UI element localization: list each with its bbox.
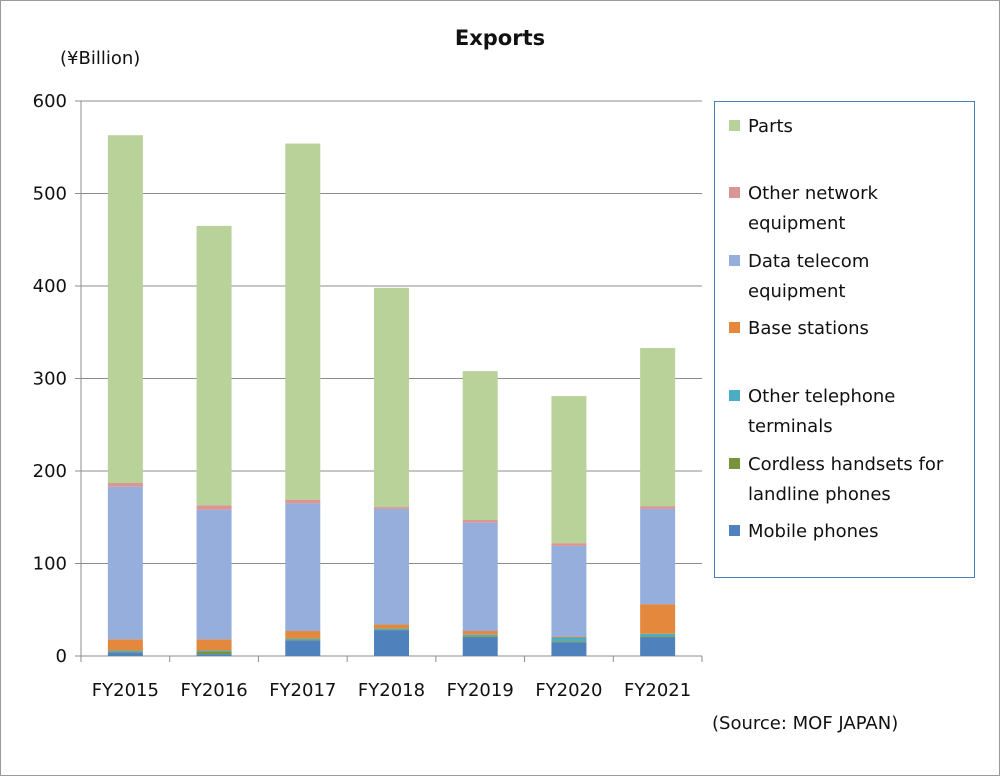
bar-segment-mobile-phones bbox=[462, 637, 498, 656]
legend-swatch bbox=[729, 390, 740, 401]
legend-item: Other telephone terminals bbox=[729, 382, 980, 442]
bar-segment-parts bbox=[196, 225, 232, 506]
bar-segment-other-network-equipment bbox=[462, 520, 498, 523]
bar-segment-mobile-phones bbox=[640, 637, 676, 656]
bar-segment-other-network-equipment bbox=[374, 507, 409, 509]
bar-segment-other-network-equipment bbox=[640, 506, 676, 509]
bar-segment-data-telecom-equipment bbox=[196, 509, 232, 640]
bar-segment-cordless-handsets-for-landline-phones bbox=[285, 639, 321, 641]
bar-segment-base-stations bbox=[107, 639, 143, 651]
bar-segment-data-telecom-equipment bbox=[285, 503, 321, 632]
source-note: (Source: MOF JAPAN) bbox=[712, 713, 899, 734]
bar-segment-base-stations bbox=[285, 631, 321, 639]
legend-label: Parts bbox=[748, 116, 793, 137]
legend-item: Data telecom equipment bbox=[729, 247, 980, 307]
legend-label: Base stations bbox=[748, 318, 869, 339]
bar-segment-other-network-equipment bbox=[551, 543, 587, 546]
x-tick-label: FY2019 bbox=[447, 680, 514, 701]
legend-label: Cordless handsets for landline phones bbox=[748, 454, 944, 505]
y-tick-label: 600 bbox=[33, 91, 67, 112]
bar-segment-data-telecom-equipment bbox=[551, 545, 587, 637]
legend-label: Data telecom equipment bbox=[748, 251, 870, 302]
x-tick-label: FY2015 bbox=[92, 680, 159, 701]
bar-segment-mobile-phones bbox=[374, 630, 409, 656]
y-tick-label: 200 bbox=[33, 461, 67, 482]
bar-segment-other-network-equipment bbox=[285, 499, 321, 504]
x-tick-label: FY2021 bbox=[624, 680, 691, 701]
bar-segment-base-stations bbox=[551, 636, 587, 638]
x-tick-label: FY2017 bbox=[269, 680, 336, 701]
y-tick-label: 400 bbox=[33, 276, 67, 297]
y-axis-unit-label: (¥Billion) bbox=[60, 48, 141, 69]
x-tick-label: FY2020 bbox=[535, 680, 602, 701]
bar-segment-base-stations bbox=[374, 624, 409, 629]
bar-segment-parts bbox=[551, 396, 587, 544]
legend-swatch bbox=[729, 525, 740, 536]
bar-segment-cordless-handsets-for-landline-phones bbox=[107, 651, 143, 653]
legend: Parts Other network equipment Data telecom… bbox=[714, 101, 975, 578]
bar-segment-cordless-handsets-for-landline-phones bbox=[196, 651, 232, 655]
y-tick-label: 100 bbox=[33, 554, 67, 575]
chart-title: Exports bbox=[454, 26, 546, 50]
bar-segment-cordless-handsets-for-landline-phones bbox=[551, 641, 587, 643]
legend-swatch bbox=[729, 120, 740, 131]
bar-segment-other-network-equipment bbox=[107, 483, 143, 487]
legend-swatch bbox=[729, 187, 740, 198]
legend-item: Mobile phones bbox=[729, 517, 980, 547]
legend-item: Parts bbox=[729, 112, 980, 142]
bar-segment-other-telephone-terminals bbox=[640, 633, 676, 637]
legend-swatch bbox=[729, 458, 740, 469]
bar-segment-parts bbox=[640, 347, 676, 507]
x-tick-label: FY2018 bbox=[358, 680, 425, 701]
bar-segment-parts bbox=[462, 371, 498, 521]
legend-swatch bbox=[729, 322, 740, 333]
bar-segment-cordless-handsets-for-landline-phones bbox=[374, 629, 409, 631]
bar-segment-other-network-equipment bbox=[196, 505, 232, 510]
bar-segment-data-telecom-equipment bbox=[462, 522, 498, 632]
bar-segment-other-telephone-terminals bbox=[107, 650, 143, 652]
bar-segment-other-telephone-terminals bbox=[551, 637, 587, 642]
bar-segment-parts bbox=[285, 143, 321, 500]
legend-label: Other network equipment bbox=[748, 183, 878, 234]
bar-segment-base-stations bbox=[196, 639, 232, 651]
legend-label: Other telephone terminals bbox=[748, 386, 896, 437]
y-tick-label: 0 bbox=[56, 646, 67, 667]
bar-segment-data-telecom-equipment bbox=[107, 486, 143, 640]
bar-segment-other-telephone-terminals bbox=[462, 634, 498, 637]
legend-item: Cordless handsets for landline phones bbox=[729, 450, 980, 510]
bar-segment-parts bbox=[374, 287, 409, 508]
bar-segment-data-telecom-equipment bbox=[374, 508, 409, 625]
bar-segment-data-telecom-equipment bbox=[640, 508, 676, 605]
x-tick-label: FY2016 bbox=[180, 680, 247, 701]
legend-item: Other network equipment bbox=[729, 179, 980, 239]
bar-segment-cordless-handsets-for-landline-phones bbox=[640, 636, 676, 638]
bar-segment-other-telephone-terminals bbox=[285, 638, 321, 640]
legend-item: Base stations bbox=[729, 314, 980, 344]
bar-segment-base-stations bbox=[640, 604, 676, 634]
bar-segment-mobile-phones bbox=[285, 640, 321, 656]
bar-segment-base-stations bbox=[462, 631, 498, 635]
y-tick-label: 500 bbox=[33, 184, 67, 205]
bar-segment-cordless-handsets-for-landline-phones bbox=[462, 636, 498, 638]
legend-label: Mobile phones bbox=[748, 521, 879, 542]
bar-segment-other-telephone-terminals bbox=[374, 628, 409, 630]
legend-swatch bbox=[729, 255, 740, 266]
bar-segment-parts bbox=[107, 135, 143, 484]
bar-segment-mobile-phones bbox=[551, 642, 587, 656]
bar-segment-mobile-phones bbox=[196, 654, 232, 656]
bar-segment-other-telephone-terminals bbox=[196, 650, 232, 652]
bar-segment-mobile-phones bbox=[107, 652, 143, 656]
y-tick-label: 300 bbox=[33, 369, 67, 390]
